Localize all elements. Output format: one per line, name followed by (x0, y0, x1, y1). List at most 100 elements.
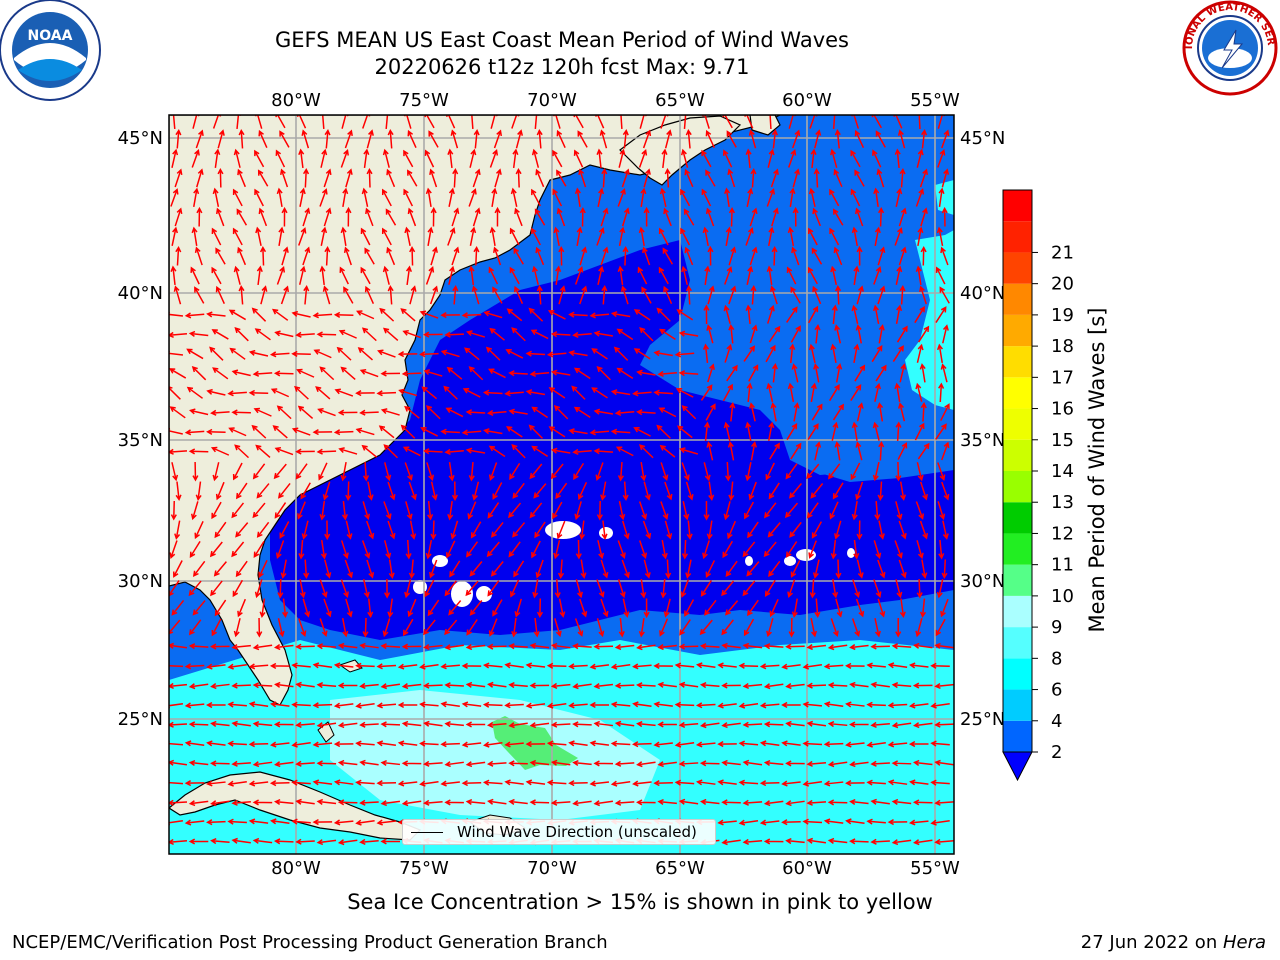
wind-wave-arrow (702, 226, 709, 246)
wind-wave-arrow (397, 780, 418, 787)
wind-wave-arrow (763, 502, 777, 519)
wind-wave-arrow (324, 559, 332, 579)
wind-wave-arrow (485, 346, 501, 361)
wind-wave-arrow (699, 643, 720, 650)
wind-wave-arrow (878, 520, 885, 540)
wind-wave-arrow (768, 226, 775, 246)
wind-wave-arrow (529, 759, 550, 766)
wind-wave-arrow (529, 799, 550, 806)
wind-wave-arrow (887, 819, 908, 826)
wind-wave-arrow (941, 481, 950, 501)
wind-wave-arrow (486, 409, 507, 416)
wind-wave-arrow (580, 559, 587, 579)
wind-wave-arrow (211, 227, 222, 246)
wind-wave-arrow (333, 662, 354, 669)
wind-wave-arrow (319, 579, 328, 599)
wind-wave-arrow (345, 206, 352, 227)
wind-wave-arrow (636, 682, 656, 689)
wind-wave-arrow (787, 382, 795, 402)
wind-wave-arrow (270, 741, 290, 748)
wind-wave-arrow (337, 409, 358, 416)
colorbar-tick-label: 12 (1051, 523, 1074, 544)
wind-wave-arrow (854, 129, 865, 148)
wind-wave-arrow (722, 383, 733, 402)
wind-wave-arrow (827, 799, 848, 806)
wind-wave-arrow (317, 407, 336, 417)
wind-wave-arrow (593, 720, 614, 727)
wind-wave-arrow (724, 343, 733, 363)
wind-wave-arrow (531, 540, 541, 559)
wind-wave-arrow (849, 721, 869, 728)
wind-wave-arrow (324, 128, 331, 149)
wind-wave-arrow (383, 501, 392, 520)
wind-wave-arrow (728, 285, 737, 305)
wind-wave-arrow (322, 481, 331, 501)
wind-wave-arrow (618, 226, 626, 246)
wind-wave-arrow (707, 285, 715, 305)
wind-wave-arrow (578, 168, 587, 188)
wind-wave-arrow (302, 246, 311, 266)
wind-wave-arrow (252, 761, 273, 768)
wind-wave-arrow (233, 148, 241, 168)
nws-logo-text: NATIONAL WEATHER SERVICE (0, 0, 1276, 49)
wind-wave-arrow (443, 385, 458, 400)
wind-wave-arrow (589, 701, 610, 709)
wind-wave-arrow (781, 701, 801, 709)
wind-wave-arrow (920, 401, 927, 422)
wind-wave-arrow (468, 115, 475, 130)
wind-wave-arrow (402, 329, 422, 339)
wind-wave-arrow (568, 780, 588, 787)
wind-wave-arrow (213, 561, 227, 577)
wind-wave-arrow (589, 780, 610, 787)
wind-wave-arrow (575, 579, 583, 599)
wind-wave-arrow (256, 521, 270, 538)
wind-wave-arrow (614, 643, 635, 651)
wind-wave-arrow (705, 169, 716, 187)
wind-wave-arrow (409, 245, 416, 266)
wind-wave-arrow (639, 115, 647, 129)
wind-wave-arrow (600, 246, 609, 266)
wind-wave-arrow (252, 799, 273, 806)
wind-wave-arrow (505, 349, 524, 359)
wind-wave-arrow (256, 265, 263, 286)
wind-wave-arrow (676, 425, 693, 439)
wind-wave-arrow (525, 350, 546, 357)
wind-wave-arrow (763, 721, 784, 728)
wind-wave-arrow (700, 384, 713, 401)
wind-wave-arrow (660, 501, 669, 520)
wind-wave-arrow (850, 149, 861, 168)
wind-wave-arrow (402, 446, 421, 457)
wind-wave-arrow (376, 390, 397, 397)
wind-wave-arrow (765, 462, 775, 481)
wind-wave-arrow (700, 722, 720, 729)
wind-wave-arrow (870, 760, 890, 767)
wind-wave-arrow (340, 579, 349, 598)
wind-wave-arrow (763, 683, 784, 690)
wind-wave-arrow (579, 206, 586, 227)
wind-wave-arrow (529, 642, 550, 649)
wind-wave-arrow (829, 188, 840, 207)
wind-wave-arrow (229, 347, 246, 360)
wind-wave-arrow (727, 441, 735, 461)
wind-wave-arrow (355, 740, 375, 747)
wind-wave-arrow (661, 540, 668, 560)
wind-wave-arrow (184, 702, 205, 709)
wind-wave-arrow (252, 370, 273, 377)
wind-wave-arrow (610, 311, 631, 318)
wind-wave-arrow (444, 580, 457, 597)
wind-wave-arrow (486, 721, 507, 728)
wind-wave-arrow (707, 245, 714, 266)
wind-wave-arrow (618, 148, 626, 168)
wind-wave-arrow (338, 447, 358, 455)
wind-wave-arrow (211, 501, 222, 520)
wind-wave-arrow (550, 331, 571, 338)
wind-wave-arrow (633, 309, 651, 321)
wind-wave-arrow (682, 115, 689, 130)
wind-wave-arrow (236, 208, 248, 226)
wind-wave-arrow (703, 421, 711, 442)
wind-wave-arrow (404, 579, 412, 599)
wind-wave-arrow (572, 759, 592, 767)
wind-wave-arrow (575, 539, 582, 560)
colorbar-extend-triangle (1002, 751, 1033, 782)
wind-wave-arrow (472, 168, 481, 188)
